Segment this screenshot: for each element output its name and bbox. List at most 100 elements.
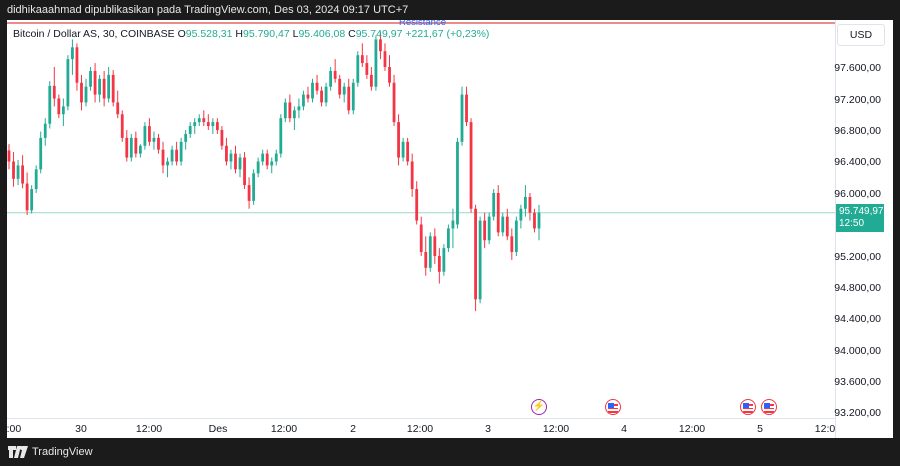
candle-body	[202, 118, 206, 123]
candle-body	[519, 208, 523, 221]
candle-body	[288, 102, 292, 119]
candle-body	[98, 78, 102, 95]
candle	[166, 157, 169, 178]
candle-body	[342, 86, 346, 95]
candle	[283, 98, 287, 123]
candle	[12, 152, 15, 187]
candle	[220, 126, 224, 150]
candle	[16, 159, 20, 186]
candle	[61, 98, 65, 127]
candle	[179, 137, 183, 166]
candle-body	[374, 39, 378, 87]
candle	[84, 78, 88, 107]
candle	[138, 144, 142, 158]
candle	[270, 157, 274, 174]
us-flag-event-icon[interactable]	[740, 399, 756, 415]
candle-body	[157, 137, 160, 150]
candle-body	[283, 102, 287, 119]
price-axis-label: 97.200,00	[834, 94, 881, 106]
lightning-event-icon[interactable]: ⚡	[531, 399, 547, 415]
candle-body	[170, 149, 174, 162]
candle	[351, 78, 355, 115]
candle	[238, 153, 242, 178]
candle-body	[406, 141, 410, 162]
candle	[360, 43, 364, 67]
candle	[537, 204, 541, 241]
candle	[437, 248, 441, 284]
candle-body	[30, 189, 34, 211]
candle-body	[166, 161, 169, 166]
close-label: C	[348, 28, 356, 40]
candle	[39, 131, 43, 174]
candle-body	[188, 126, 192, 134]
candle	[505, 208, 509, 241]
candle-body	[148, 126, 151, 142]
symbol-name[interactable]: Bitcoin / Dollar AS, 30, COINBASE	[13, 28, 175, 40]
chart-frame[interactable]: Bitcoin / Dollar AS, 30, COINBASE O95.52…	[7, 20, 893, 438]
symbol-legend: Bitcoin / Dollar AS, 30, COINBASE O95.52…	[13, 28, 489, 40]
candle	[252, 169, 256, 205]
candle	[292, 106, 296, 130]
candle	[451, 208, 455, 249]
candle	[66, 55, 70, 111]
candle	[487, 212, 491, 245]
candle	[315, 74, 319, 95]
high-label: H	[235, 28, 243, 40]
candle	[256, 157, 260, 178]
candle	[143, 122, 147, 150]
candle	[342, 82, 346, 103]
us-flag-event-icon[interactable]	[761, 399, 777, 415]
candle	[528, 193, 532, 221]
candle	[415, 181, 419, 225]
price-chart[interactable]	[7, 20, 893, 438]
candle	[302, 90, 305, 111]
candle-body	[492, 193, 496, 217]
candle-body	[52, 85, 56, 99]
candle	[188, 122, 192, 138]
candle	[324, 82, 328, 107]
candle	[125, 130, 129, 162]
candle-body	[234, 153, 237, 170]
price-axis-divider	[835, 20, 836, 438]
candle	[329, 67, 333, 91]
candle-body	[397, 122, 400, 158]
candle	[383, 43, 387, 71]
currency-button[interactable]: USD	[837, 24, 885, 46]
candle-body	[433, 236, 437, 256]
current-price-value: 95.749,97	[839, 206, 884, 217]
candle	[483, 212, 487, 249]
candle	[279, 114, 283, 158]
candle	[206, 114, 210, 130]
candle	[365, 55, 369, 79]
candle-body	[116, 102, 120, 115]
candle-body	[129, 137, 133, 158]
price-axis-label: 95.200,00	[834, 251, 881, 263]
us-flag-event-icon[interactable]	[605, 399, 621, 415]
tradingview-logo[interactable]: TradingView	[8, 446, 93, 458]
resistance-label[interactable]: Resistance	[399, 20, 446, 28]
candle-body	[197, 118, 201, 123]
candle	[215, 118, 219, 134]
candle-body	[279, 118, 283, 154]
candle-body	[57, 98, 61, 115]
candle-body	[474, 208, 477, 300]
candle	[211, 118, 215, 134]
candle	[21, 155, 24, 189]
time-axis-label: 30	[75, 423, 87, 435]
candle-body	[469, 122, 473, 209]
candle-body	[48, 85, 52, 124]
candle	[184, 130, 188, 150]
brand-name: TradingView	[32, 446, 93, 458]
candle-body	[446, 228, 450, 249]
candle	[243, 152, 246, 190]
tradingview-logo-icon	[8, 446, 28, 458]
candle-body	[184, 133, 188, 142]
candle-body	[347, 86, 351, 111]
price-axis-label: 96.000,00	[834, 188, 881, 200]
candle-body	[75, 47, 79, 83]
candle	[71, 39, 74, 75]
candle	[524, 185, 527, 217]
time-axis-label: 4	[621, 423, 627, 435]
candle	[533, 208, 536, 233]
candle-body	[211, 122, 215, 127]
